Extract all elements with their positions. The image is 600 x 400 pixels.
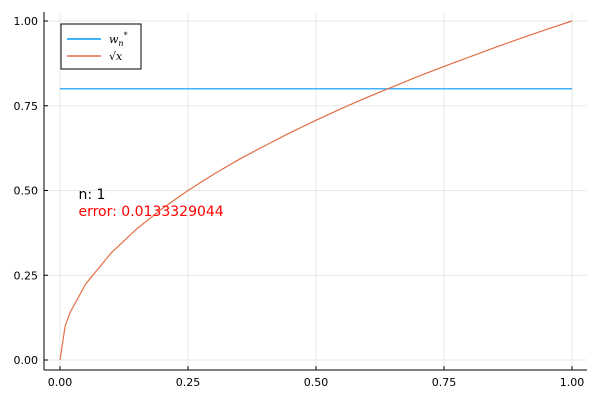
- grid: [44, 12, 587, 370]
- annotation-1: n: 1: [78, 187, 105, 203]
- y-tick-label: 0.25: [14, 269, 39, 282]
- annotation-2: error: 0.0133329044: [78, 204, 223, 220]
- x-tick-label: 0.00: [48, 376, 73, 389]
- x-tick-label: 0.50: [304, 376, 329, 389]
- y-tick-label: 0.50: [14, 185, 39, 198]
- y-tick-label: 0.00: [14, 354, 39, 367]
- legend-label-1: wn*: [109, 31, 128, 48]
- legend-box: [60, 23, 142, 70]
- x-tick-label: 0.25: [176, 376, 201, 389]
- legend: wn* √x: [60, 23, 142, 70]
- x-tick-label: 0.75: [432, 376, 457, 389]
- series-line-2: [59, 20, 573, 361]
- y-tick-label: 0.75: [14, 100, 39, 113]
- axes: [43, 12, 587, 371]
- y-tick-label: 1.00: [14, 15, 39, 28]
- x-tick-label: 1.00: [560, 376, 585, 389]
- legend-label-2: √x: [109, 50, 123, 63]
- tick-labels: 0.00 0.25 0.50 0.75 1.00 0.00 0.25 0.50 0.75 1.00: [14, 15, 585, 389]
- series-lines: [59, 20, 573, 361]
